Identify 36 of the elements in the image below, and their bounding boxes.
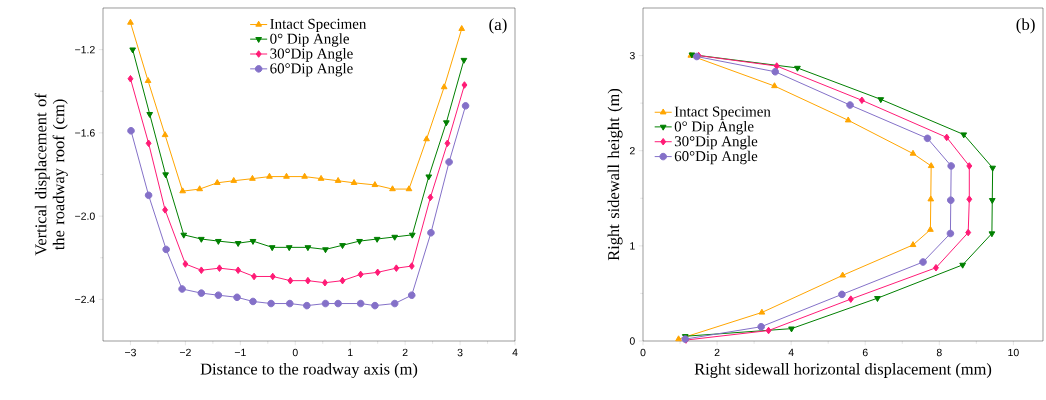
x-tick-label: 2 <box>714 348 720 357</box>
y-axis-title: Vertical displacement of the roadway roof (cm) <box>34 93 68 256</box>
x-tick-label: 2 <box>402 348 408 357</box>
legend-label: Intact Specimen <box>270 18 367 32</box>
x-tick-label: 6 <box>862 348 868 357</box>
legend-label: Intact Specimen <box>674 106 771 120</box>
y-tick-label: 2 <box>629 147 635 155</box>
y-tick-label: −2.4 <box>75 295 95 304</box>
y-tick-label: −1.6 <box>75 129 95 137</box>
y-tick-label: 3 <box>629 51 635 60</box>
x-tick-label: −1 <box>234 348 246 356</box>
x-axis-title: Distance to the roadway axis (m) <box>200 363 418 378</box>
y-axis-title: Right sidewall height (m) <box>607 88 623 261</box>
x-tick-label: 4 <box>788 348 794 356</box>
x-tick-label: −2 <box>179 348 191 357</box>
y-tick-label: −1.2 <box>75 45 95 54</box>
legend-label: 30°Dip Angle <box>270 48 353 62</box>
x-tick-label: 3 <box>457 348 463 357</box>
y-tick-label: −2.0 <box>75 212 95 220</box>
legend-label: 60°Dip Angle <box>674 150 758 165</box>
x-tick-label: 1 <box>348 348 353 356</box>
legend-label: 30°Dip Angle <box>674 135 758 150</box>
annotation: (a) <box>489 18 507 34</box>
x-tick-label: −3 <box>125 348 136 357</box>
x-tick-label: 8 <box>936 348 942 357</box>
legend-label: 0° Dip Angle <box>270 33 349 47</box>
x-axis-title: Right sidewall horizontal displacement (mm) <box>694 363 992 378</box>
y-tick-label: 1 <box>630 242 635 250</box>
x-tick-label: 0 <box>292 348 298 357</box>
y-tick-label: 0 <box>629 337 635 345</box>
annotation: (b) <box>1016 18 1035 34</box>
x-tick-label: 10 <box>1008 348 1019 357</box>
x-tick-label: 4 <box>512 348 518 356</box>
x-tick-label: 0 <box>640 348 646 357</box>
legend-label: 0° Dip Angle <box>674 120 754 135</box>
legend-label: 60°Dip Angle <box>270 62 353 77</box>
